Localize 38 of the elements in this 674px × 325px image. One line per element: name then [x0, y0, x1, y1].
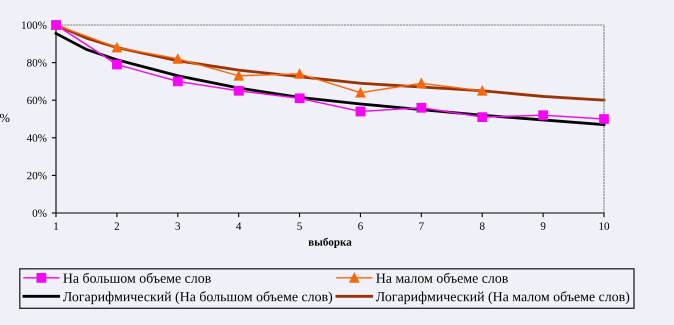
- y-tick-label: 60%: [27, 96, 47, 104]
- y-tick-label: 0%: [32, 209, 47, 217]
- y-tick-label: 80%: [27, 59, 47, 67]
- point: [477, 86, 488, 96]
- point: [234, 70, 244, 81]
- point: [599, 114, 609, 124]
- point: [356, 106, 366, 116]
- x-tick-label: 8: [480, 222, 485, 230]
- y-tick-label: 20%: [27, 172, 47, 180]
- y-tick-label: 100%: [22, 21, 47, 29]
- x-tick-label: 4: [236, 222, 242, 230]
- point: [172, 76, 183, 86]
- x-tick-label: 3: [176, 222, 180, 230]
- point: [538, 110, 548, 120]
- x-tick-label: 10: [599, 222, 610, 230]
- point: [416, 78, 426, 88]
- x-tick-label: 5: [297, 222, 302, 230]
- point: [294, 93, 304, 104]
- legend-label: Логарифмический (На большом объеме слов): [62, 291, 332, 304]
- x-axis-title: выборка: [308, 238, 352, 248]
- x-tick-label: 6: [358, 222, 363, 230]
- x-tick-label: 2: [114, 222, 120, 230]
- legend-label: Логарифмический (На малом объеме слов): [376, 291, 630, 304]
- legend-label: На малом объеме слов: [376, 272, 508, 283]
- point: [416, 102, 426, 113]
- point: [112, 42, 122, 52]
- point: [234, 86, 244, 96]
- legend-label: На большом объеме слов: [63, 272, 211, 283]
- point: [477, 112, 488, 122]
- x-tick-label: 9: [540, 222, 546, 230]
- point: [112, 60, 122, 70]
- y-tick-label: 40%: [26, 134, 47, 142]
- x-tick-label: 1: [54, 222, 58, 230]
- point: [172, 54, 183, 64]
- point: [356, 88, 366, 98]
- x-tick-label: 7: [419, 222, 424, 230]
- point: [294, 69, 304, 79]
- y-axis-title: %: [0, 114, 10, 122]
